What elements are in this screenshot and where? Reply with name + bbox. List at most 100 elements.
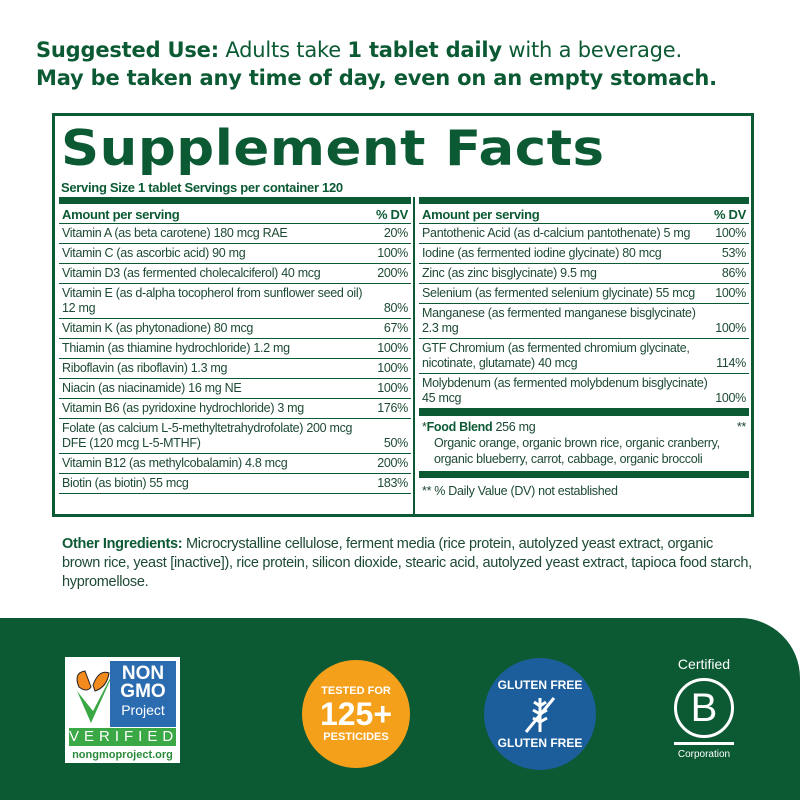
use-dose: 1 tablet daily xyxy=(347,38,502,62)
dv-footnote: ** % Daily Value (DV) not established xyxy=(422,484,618,498)
nutrient-row: Iodine (as fermented iodine glycinate) 8… xyxy=(419,244,749,264)
thick-rule xyxy=(59,197,411,204)
tested-top: TESTED FOR xyxy=(321,685,391,697)
left-column: Amount per serving % DV Vitamin A (as bet… xyxy=(59,197,411,494)
food-blend-ingredients: Organic orange, organic brown rice, orga… xyxy=(434,436,720,466)
nutrient-dv: 183% xyxy=(377,476,408,490)
right-column: Amount per serving % DV Pantothenic Acid … xyxy=(419,197,749,498)
thick-rule xyxy=(419,409,749,416)
nutrient-name: Biotin (as biotin) 55 mcg xyxy=(62,476,189,490)
nutrient-name: Vitamin D3 (as fermented cholecalciferol… xyxy=(62,266,321,280)
tested-pesticides-badge: TESTED FOR 125+ PESTICIDES xyxy=(302,660,410,768)
nutrient-name: Zinc (as zinc bisglycinate) 9.5 mg xyxy=(422,266,597,280)
nutrient-row: Riboflavin (as riboflavin) 1.3 mg 100% xyxy=(59,359,411,379)
nutrient-row: Manganese (as fermented manganese bisgly… xyxy=(419,304,749,339)
nutrient-name: Molybdenum (as fermented molybdenum bisg… xyxy=(422,376,708,405)
nutrient-name: Iodine (as fermented iodine glycinate) 8… xyxy=(422,246,662,260)
nutrient-name: Riboflavin (as riboflavin) 1.3 mg xyxy=(62,361,228,375)
nutrient-dv: 100% xyxy=(715,226,746,240)
nutrient-row: Molybdenum (as fermented molybdenum bisg… xyxy=(419,374,749,409)
other-ingredients-label: Other Ingredients: xyxy=(62,536,183,552)
nutrient-name: Vitamin A (as beta carotene) 180 mcg RAE xyxy=(62,226,288,240)
nutrient-name: Vitamin K (as phytonadione) 80 mcg xyxy=(62,321,254,335)
amount-header: Amount per serving xyxy=(422,207,540,222)
nutrient-row: Pantothenic Acid (as d-calcium pantothen… xyxy=(419,224,749,244)
nutrient-row: Selenium (as fermented selenium glycinat… xyxy=(419,284,749,304)
nutrient-row: Vitamin B12 (as methylcobalamin) 4.8 mcg… xyxy=(59,454,411,474)
nutrient-dv: 67% xyxy=(383,321,408,335)
panel-title: Supplement Facts xyxy=(61,120,605,177)
gmo-text: GMO xyxy=(120,681,166,702)
tested-count: 125+ xyxy=(319,696,393,732)
nutrient-dv: 100% xyxy=(377,246,408,260)
nutrient-name: Thiamin (as thiamine hydrochloride) 1.2 … xyxy=(62,341,290,355)
nutrient-dv: 53% xyxy=(721,246,746,260)
nutrient-row: Zinc (as zinc bisglycinate) 9.5 mg 86% xyxy=(419,264,749,284)
nutrient-dv: 86% xyxy=(721,266,746,280)
nutrient-row: Niacin (as niacinamide) 16 mg NE 100% xyxy=(59,379,411,399)
nutrient-dv: 200% xyxy=(377,266,408,280)
nutrient-row: Folate (as calcium L-5-methyltetrahydrof… xyxy=(59,419,411,454)
gluten-free-badge: GLUTEN FREE GLUTEN FREE xyxy=(484,658,596,770)
other-ingredients-text: Microcrystalline cellulose, ferment medi… xyxy=(62,536,752,590)
non-text: NON xyxy=(121,663,165,684)
nutrient-dv: 176% xyxy=(377,401,408,415)
supplement-facts-panel: Supplement Facts Serving Size 1 tablet S… xyxy=(52,113,754,517)
suggested-use-label: Suggested Use: xyxy=(36,38,219,62)
project-text: Project xyxy=(121,702,165,718)
food-blend: *Food Blend 256 mg ** Organic orange, org… xyxy=(419,416,749,471)
nutrient-name: Manganese (as fermented manganese bisgly… xyxy=(422,306,696,335)
food-blend-marker: * xyxy=(422,420,427,434)
nutrient-dv: 80% xyxy=(383,301,408,315)
corporation-text: Corporation xyxy=(677,749,731,760)
nutrient-name: Niacin (as niacinamide) 16 mg NE xyxy=(62,381,242,395)
nutrient-row: Thiamin (as thiamine hydrochloride) 1.2 … xyxy=(59,339,411,359)
nutrient-row: Vitamin K (as phytonadione) 80 mcg 67% xyxy=(59,319,411,339)
gluten-top: GLUTEN FREE xyxy=(497,678,583,692)
nutrient-dv: 100% xyxy=(377,341,408,355)
nutrient-name: Folate (as calcium L-5-methyltetrahydrof… xyxy=(62,421,353,450)
certified-text: Certified xyxy=(677,656,731,672)
use-text: with a beverage. xyxy=(501,38,682,62)
nutrient-name: Vitamin B12 (as methylcobalamin) 4.8 mcg xyxy=(62,456,288,470)
certified-b-corp-badge: Certified B Corporation xyxy=(668,656,740,768)
nutrient-row: Vitamin D3 (as fermented cholecalciferol… xyxy=(59,264,411,284)
thick-rule xyxy=(419,197,749,204)
food-blend-amount: 256 mg xyxy=(492,420,536,434)
nutrient-row: Vitamin C (as ascorbic acid) 90 mg 100% xyxy=(59,244,411,264)
nutrient-dv: 100% xyxy=(715,321,746,335)
serving-info: Serving Size 1 tablet Servings per conta… xyxy=(61,180,343,195)
use-line2: May be taken any time of day, even on an… xyxy=(36,66,717,90)
non-gmo-text: NON GMO Project xyxy=(110,661,176,727)
nutrient-dv: 100% xyxy=(715,286,746,300)
nutrient-row: Vitamin A (as beta carotene) 180 mcg RAE… xyxy=(59,224,411,244)
dv-header: % DV xyxy=(375,207,408,222)
nutrient-name: Vitamin C (as ascorbic acid) 90 mg xyxy=(62,246,246,260)
nutrient-dv: 50% xyxy=(383,436,408,450)
nutrient-dv: 100% xyxy=(715,391,746,405)
butterfly-checkmark-icon xyxy=(76,665,117,723)
column-divider xyxy=(413,197,415,517)
nutrient-name: Vitamin E (as d-alpha tocopherol from su… xyxy=(62,286,363,315)
nutrient-name: Pantothenic Acid (as d-calcium pantothen… xyxy=(422,226,691,240)
nutrient-dv: 114% xyxy=(716,356,746,370)
nutrient-dv: 100% xyxy=(377,381,408,395)
column-header: Amount per serving % DV xyxy=(419,204,749,224)
nutrient-name: Vitamin B6 (as pyridoxine hydrochloride)… xyxy=(62,401,304,415)
nutrient-row: Biotin (as biotin) 55 mcg 183% xyxy=(59,474,411,494)
nongmo-url: nongmoproject.org xyxy=(72,749,173,761)
crossed-wheat-icon xyxy=(524,697,556,733)
column-header: Amount per serving % DV xyxy=(59,204,411,224)
nutrient-dv: 20% xyxy=(383,226,408,240)
nutrient-dv: 100% xyxy=(377,361,408,375)
tested-bottom: PESTICIDES xyxy=(323,731,389,743)
use-text: Adults take xyxy=(218,38,348,62)
gluten-bottom: GLUTEN FREE xyxy=(497,736,583,750)
food-blend-name: Food Blend xyxy=(426,420,493,434)
b-logo-icon: B xyxy=(674,678,734,738)
other-ingredients: Other Ingredients: Microcrystalline cell… xyxy=(62,535,752,592)
nutrient-row: Vitamin B6 (as pyridoxine hydrochloride)… xyxy=(59,399,411,419)
nutrient-row: Vitamin E (as d-alpha tocopherol from su… xyxy=(59,284,411,319)
verified-text: VERIFIED xyxy=(69,728,179,746)
b-corp-rule xyxy=(674,742,734,745)
